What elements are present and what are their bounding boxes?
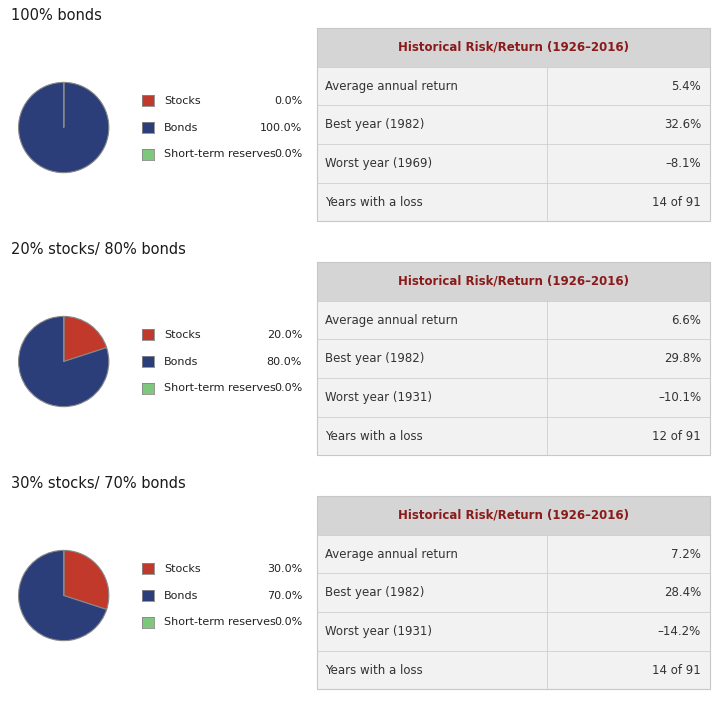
Text: –8.1%: –8.1% [665, 157, 701, 170]
Wedge shape [63, 550, 108, 609]
Text: 5.4%: 5.4% [671, 79, 701, 93]
Text: Historical Risk/Return (1926–2016): Historical Risk/Return (1926–2016) [397, 275, 629, 288]
Text: Best year (1982): Best year (1982) [325, 352, 425, 365]
Text: 29.8%: 29.8% [664, 352, 701, 365]
Text: 20.0%: 20.0% [266, 330, 302, 340]
Text: Average annual return: Average annual return [325, 79, 459, 93]
Text: 100% bonds: 100% bonds [11, 8, 102, 23]
Text: Short-term reserves: Short-term reserves [164, 617, 276, 627]
Text: Years with a loss: Years with a loss [325, 663, 423, 677]
Text: Historical Risk/Return (1926–2016): Historical Risk/Return (1926–2016) [397, 41, 629, 54]
Text: –10.1%: –10.1% [658, 391, 701, 404]
Wedge shape [19, 550, 106, 641]
Text: 12 of 91: 12 of 91 [652, 430, 701, 442]
Text: Worst year (1931): Worst year (1931) [325, 625, 432, 638]
Wedge shape [18, 317, 109, 406]
Wedge shape [18, 82, 109, 173]
Wedge shape [63, 317, 106, 362]
Text: Stocks: Stocks [164, 96, 200, 106]
Text: Stocks: Stocks [164, 564, 200, 574]
Text: 70.0%: 70.0% [266, 590, 302, 600]
Text: Historical Risk/Return (1926–2016): Historical Risk/Return (1926–2016) [397, 509, 629, 522]
Text: 28.4%: 28.4% [664, 586, 701, 600]
Text: Best year (1982): Best year (1982) [325, 118, 425, 131]
Text: 0.0%: 0.0% [274, 150, 302, 159]
Text: 30.0%: 30.0% [267, 564, 302, 574]
Text: 100.0%: 100.0% [260, 123, 302, 133]
Text: Years with a loss: Years with a loss [325, 196, 423, 208]
Text: 0.0%: 0.0% [274, 617, 302, 627]
Text: 20% stocks/ 80% bonds: 20% stocks/ 80% bonds [11, 242, 186, 258]
Text: Worst year (1931): Worst year (1931) [325, 391, 432, 404]
Text: 0.0%: 0.0% [274, 383, 302, 393]
Text: 80.0%: 80.0% [266, 357, 302, 366]
Text: 14 of 91: 14 of 91 [652, 663, 701, 677]
Text: 30% stocks/ 70% bonds: 30% stocks/ 70% bonds [11, 477, 186, 491]
Text: Bonds: Bonds [164, 590, 198, 600]
Text: 32.6%: 32.6% [664, 118, 701, 131]
Text: Worst year (1969): Worst year (1969) [325, 157, 432, 170]
Text: Short-term reserves: Short-term reserves [164, 150, 276, 159]
Text: Bonds: Bonds [164, 123, 198, 133]
Text: Average annual return: Average annual return [325, 548, 459, 561]
Text: Best year (1982): Best year (1982) [325, 586, 425, 600]
Text: 0.0%: 0.0% [274, 96, 302, 106]
Text: –14.2%: –14.2% [658, 625, 701, 638]
Text: Average annual return: Average annual return [325, 314, 459, 326]
Text: Years with a loss: Years with a loss [325, 430, 423, 442]
Text: Bonds: Bonds [164, 357, 198, 366]
Text: 6.6%: 6.6% [671, 314, 701, 326]
Text: 7.2%: 7.2% [671, 548, 701, 561]
Text: Stocks: Stocks [164, 330, 200, 340]
Text: Short-term reserves: Short-term reserves [164, 383, 276, 393]
Text: 14 of 91: 14 of 91 [652, 196, 701, 208]
